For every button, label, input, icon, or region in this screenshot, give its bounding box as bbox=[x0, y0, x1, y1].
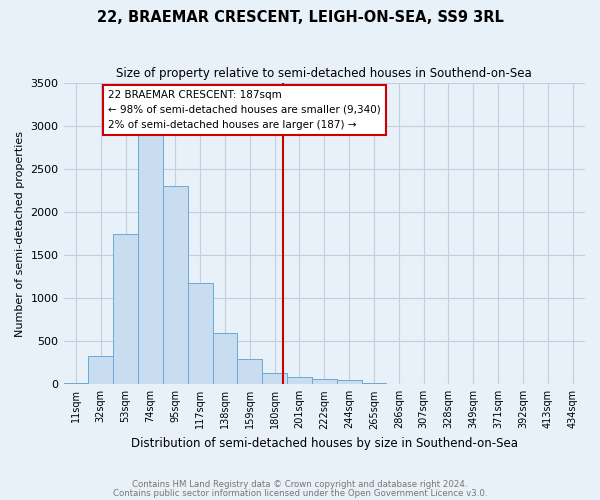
Bar bbox=[362, 382, 386, 384]
Text: Contains HM Land Registry data © Crown copyright and database right 2024.: Contains HM Land Registry data © Crown c… bbox=[132, 480, 468, 489]
Bar bbox=[287, 376, 312, 384]
Text: 22 BRAEMAR CRESCENT: 187sqm
← 98% of semi-detached houses are smaller (9,340)
2%: 22 BRAEMAR CRESCENT: 187sqm ← 98% of sem… bbox=[108, 90, 381, 130]
Text: 22, BRAEMAR CRESCENT, LEIGH-ON-SEA, SS9 3RL: 22, BRAEMAR CRESCENT, LEIGH-ON-SEA, SS9 … bbox=[97, 10, 503, 25]
X-axis label: Distribution of semi-detached houses by size in Southend-on-Sea: Distribution of semi-detached houses by … bbox=[131, 437, 518, 450]
Bar bbox=[138, 133, 163, 384]
Y-axis label: Number of semi-detached properties: Number of semi-detached properties bbox=[15, 130, 25, 336]
Bar bbox=[337, 380, 362, 384]
Bar bbox=[238, 360, 262, 384]
Bar bbox=[113, 234, 138, 384]
Bar bbox=[212, 332, 238, 384]
Bar bbox=[262, 373, 287, 384]
Bar bbox=[88, 356, 113, 384]
Title: Size of property relative to semi-detached houses in Southend-on-Sea: Size of property relative to semi-detach… bbox=[116, 68, 532, 80]
Bar bbox=[163, 186, 188, 384]
Bar bbox=[188, 283, 212, 384]
Bar bbox=[312, 378, 337, 384]
Text: Contains public sector information licensed under the Open Government Licence v3: Contains public sector information licen… bbox=[113, 488, 487, 498]
